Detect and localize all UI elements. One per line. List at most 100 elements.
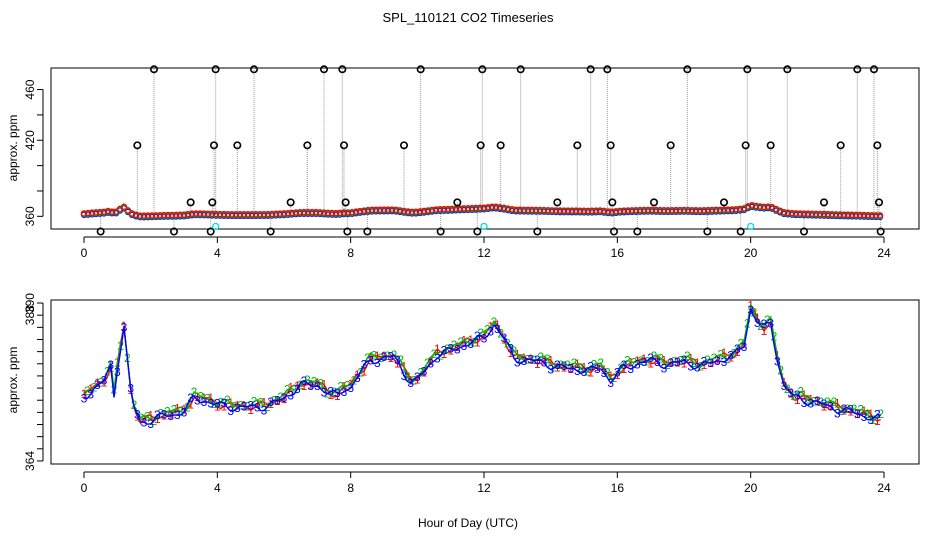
baseline-point [184,210,192,218]
series-marker-1: 1 [414,372,421,386]
series-marker-3: 3 [114,365,121,379]
spike-point [606,141,615,150]
series-marker-2: 2 [637,354,644,368]
spike-point [478,65,487,74]
series-marker-2: 2 [377,351,384,365]
series-marker-2: 2 [171,403,178,417]
series-marker-3: 3 [267,395,274,409]
series-marker-2: 2 [444,342,451,356]
series-marker-2: 2 [711,351,718,365]
series-marker-3: 3 [814,394,821,408]
series-marker-2: 2 [677,354,684,368]
series-marker-2: 2 [684,349,691,363]
x-tick-label: 8 [347,246,354,260]
baseline-point [416,208,424,215]
baseline-point [364,206,372,214]
baseline-point [144,212,152,219]
spike-point [208,198,217,207]
series-marker-2: 2 [484,322,491,336]
series-marker-3: 3 [454,343,461,357]
series-marker-1: 1 [654,353,661,367]
baseline-point [728,206,736,213]
series-marker-3: 3 [161,407,168,421]
series-marker-2: 2 [297,378,304,392]
baseline-point [676,206,684,214]
series-marker-2: 2 [651,349,658,363]
series-marker-3: 3 [781,379,788,393]
bottom-plot-frame [50,299,920,465]
series-marker-2: 2 [591,357,598,371]
series-marker-3: 3 [334,386,341,400]
series-marker-3: 3 [141,415,148,429]
series-marker-2: 2 [817,395,824,409]
spike-point [873,141,882,150]
series-marker-2: 2 [217,396,224,410]
series-marker-3: 3 [441,343,448,357]
spike-point [96,227,105,236]
series-marker-3: 3 [701,354,708,368]
series-marker-1: 1 [387,351,394,365]
baseline-point [412,208,420,216]
baseline-point [352,208,360,215]
series-marker-3: 3 [434,351,441,365]
x-tick-label: 4 [214,246,221,260]
series-marker-2: 2 [544,352,551,366]
y-tick-label: 390 [23,293,37,313]
x-tick-label: 4 [214,481,221,495]
top-y-axis: 360 420 460 [23,79,44,226]
series-marker-2: 2 [344,379,351,393]
baseline-point [288,209,296,217]
series-marker-2: 2 [184,400,191,414]
baseline-point [384,206,392,213]
series-marker-2: 2 [657,351,664,365]
series-marker-3: 3 [554,358,561,372]
series-marker-3: 3 [294,382,301,396]
baseline-point [252,211,260,218]
baseline-point [460,205,468,212]
x-tick-label: 20 [744,246,758,260]
series-marker-1: 1 [647,357,654,371]
series-marker-2: 2 [564,358,571,372]
series-marker-3: 3 [821,397,828,411]
series-marker-2: 2 [771,330,778,344]
series-marker-2: 2 [624,354,631,368]
series-marker-3: 3 [81,392,88,406]
series-marker-1: 1 [454,340,461,354]
series-marker-2: 2 [357,366,364,380]
series-marker-2: 2 [91,380,98,394]
baseline-point [172,211,180,219]
series-marker-2: 2 [584,365,591,379]
top-ylabel: approx. ppm [6,115,20,182]
series-marker-1: 1 [521,351,528,365]
series-marker-3: 3 [754,316,761,330]
series-marker-1: 1 [194,390,201,404]
baseline-point [732,205,740,213]
bottom-x-axis: 0 4 8 12 16 20 24 [81,471,891,495]
series-marker-3: 3 [327,384,334,398]
series-marker-3: 3 [241,400,248,414]
baseline-point [744,203,752,210]
baseline-point [480,204,488,211]
series-marker-1: 1 [754,311,761,325]
spike-point [170,227,179,236]
series-marker-2: 2 [857,403,864,417]
series-marker-2: 2 [797,385,804,399]
figure-title: SPL_110121 CO2 Timeseries [382,10,554,25]
series-marker-1: 1 [494,318,501,332]
series-marker-3: 3 [834,406,841,420]
series-marker-2: 2 [471,335,478,349]
x-axis-label: Hour of Day (UTC) [418,516,518,530]
baseline-point [340,209,348,216]
spike-point [363,227,372,236]
series-marker-3: 3 [234,401,241,415]
series-marker-3: 3 [587,360,594,374]
baseline-point [176,211,184,219]
baseline-point [636,206,644,214]
spike-point [783,65,792,74]
series-marker-1: 1 [734,345,741,359]
series-marker-3: 3 [807,396,814,410]
baseline-point [436,206,444,213]
series-marker-1: 1 [627,356,634,370]
spike-point [703,227,712,236]
series-marker-3: 3 [534,353,541,367]
